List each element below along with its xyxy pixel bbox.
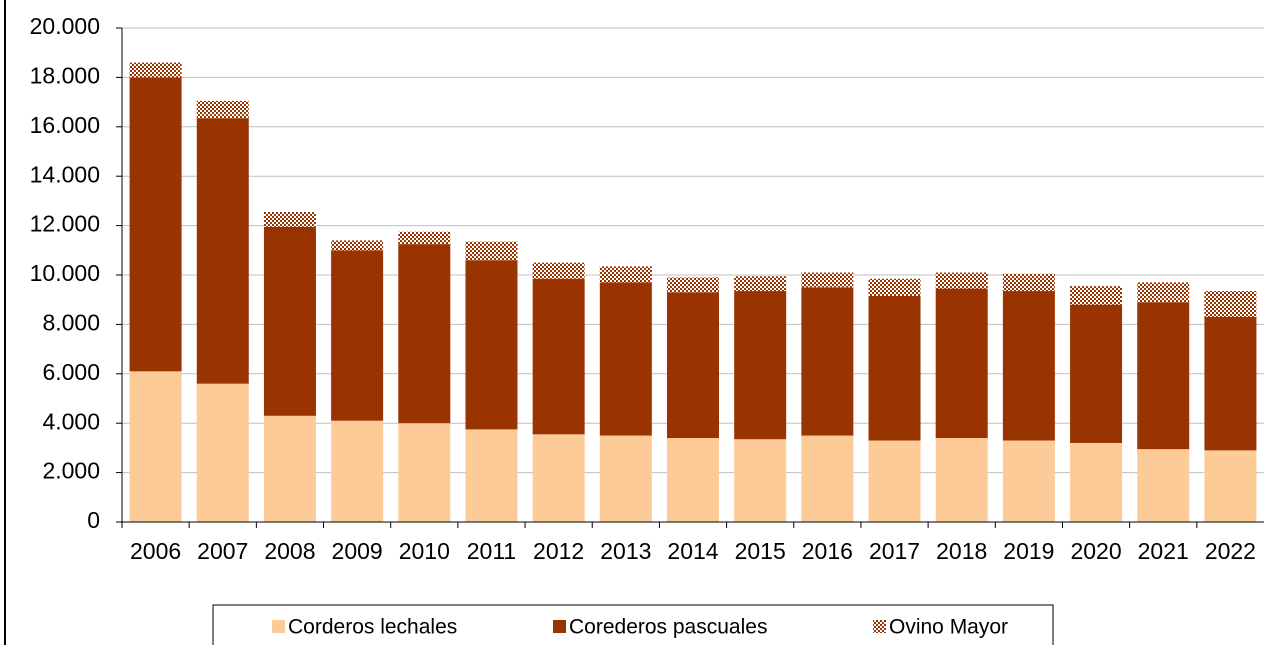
bar-segment	[734, 291, 787, 440]
bar-segment	[801, 272, 854, 288]
bar-segment	[1070, 286, 1123, 305]
bar-segment	[1002, 291, 1055, 441]
x-tick-label: 2011	[467, 538, 516, 564]
bar-segment	[331, 420, 384, 522]
bar-segment	[868, 278, 921, 296]
y-tick-label: 6.000	[42, 359, 100, 385]
x-tick-label: 2019	[1003, 538, 1054, 564]
y-tick-label: 16.000	[30, 112, 100, 138]
bar-segment	[532, 278, 585, 435]
bar-segment	[599, 435, 652, 522]
bar-segment	[532, 434, 585, 522]
legend-swatch	[553, 620, 566, 633]
x-tick-label: 2014	[667, 538, 718, 564]
bar-segment	[398, 231, 451, 245]
bar-segment	[935, 438, 988, 522]
y-tick-label: 20.000	[30, 13, 100, 39]
bar-segment	[1137, 302, 1190, 450]
y-tick-label: 2.000	[42, 458, 100, 484]
x-tick-label: 2018	[936, 538, 987, 564]
bar-segment	[331, 240, 384, 251]
bar-segment	[1137, 282, 1190, 303]
bar-segment	[1137, 449, 1190, 522]
x-tick-label: 2020	[1070, 538, 1121, 564]
bar-segment	[734, 276, 787, 292]
bar-segment	[129, 371, 182, 522]
bar-segment	[1070, 442, 1123, 522]
bar-segment	[196, 118, 249, 384]
bar-segment	[1204, 291, 1257, 317]
bar-segment	[868, 440, 921, 522]
legend-swatch	[272, 620, 285, 633]
bar-segment	[935, 272, 988, 289]
x-tick-label: 2010	[399, 538, 450, 564]
x-tick-label: 2007	[197, 538, 248, 564]
x-tick-label: 2017	[869, 538, 920, 564]
y-tick-label: 18.000	[30, 62, 100, 88]
bar-segment	[599, 282, 652, 436]
bar-segment	[801, 287, 854, 436]
bar-segment	[465, 429, 518, 522]
y-tick-label: 10.000	[30, 260, 100, 286]
x-tick-label: 2006	[130, 538, 181, 564]
bar-segment	[263, 212, 316, 227]
legend: Corderos lechales Corederos pascuales Ovin…	[212, 604, 1054, 645]
bar-segment	[465, 241, 518, 261]
bar-segment	[1204, 316, 1257, 451]
legend-label: Ovino Mayor	[889, 616, 1008, 639]
x-tick-label: 2021	[1138, 538, 1189, 564]
bar-segment	[398, 423, 451, 522]
bar-segment	[667, 277, 719, 293]
bar-segment	[1204, 450, 1257, 522]
x-tick-label: 2012	[533, 538, 584, 564]
x-tick-label: 2022	[1205, 538, 1256, 564]
y-tick-label: 12.000	[30, 211, 100, 237]
legend-label: Corederos pascuales	[569, 616, 767, 639]
legend-swatch	[873, 620, 886, 633]
y-tick-label: 0	[87, 507, 100, 533]
bar-segment	[331, 250, 384, 421]
bar-segment	[196, 383, 249, 522]
bar-segment	[868, 295, 921, 441]
bar-segment	[1070, 304, 1123, 443]
bar-segment	[667, 292, 719, 439]
bar-segment	[129, 62, 182, 78]
bar-segment	[398, 244, 451, 424]
y-tick-label: 4.000	[42, 408, 100, 434]
bar-segment	[599, 266, 652, 283]
legend-label: Corderos lechales	[288, 616, 457, 639]
x-tick-label: 2008	[264, 538, 315, 564]
x-tick-label: 2009	[332, 538, 383, 564]
bar-segment	[1002, 273, 1055, 292]
x-tick-label: 2015	[735, 538, 786, 564]
bar-segment	[667, 438, 719, 522]
y-tick-label: 14.000	[30, 161, 100, 187]
bar-segment	[935, 288, 988, 439]
legend-box	[212, 604, 1054, 645]
y-tick-label: 8.000	[42, 309, 100, 335]
x-tick-label: 2013	[600, 538, 651, 564]
bar-segment	[263, 226, 316, 416]
bar-segment	[1002, 440, 1055, 522]
bar-segment	[801, 435, 854, 522]
bar-segment	[129, 77, 182, 372]
bar-segment	[532, 262, 585, 279]
bar-segment	[196, 100, 249, 119]
x-tick-label: 2016	[802, 538, 853, 564]
bar-segment	[465, 260, 518, 430]
bar-segment	[263, 415, 316, 522]
bar-segment	[734, 439, 787, 522]
